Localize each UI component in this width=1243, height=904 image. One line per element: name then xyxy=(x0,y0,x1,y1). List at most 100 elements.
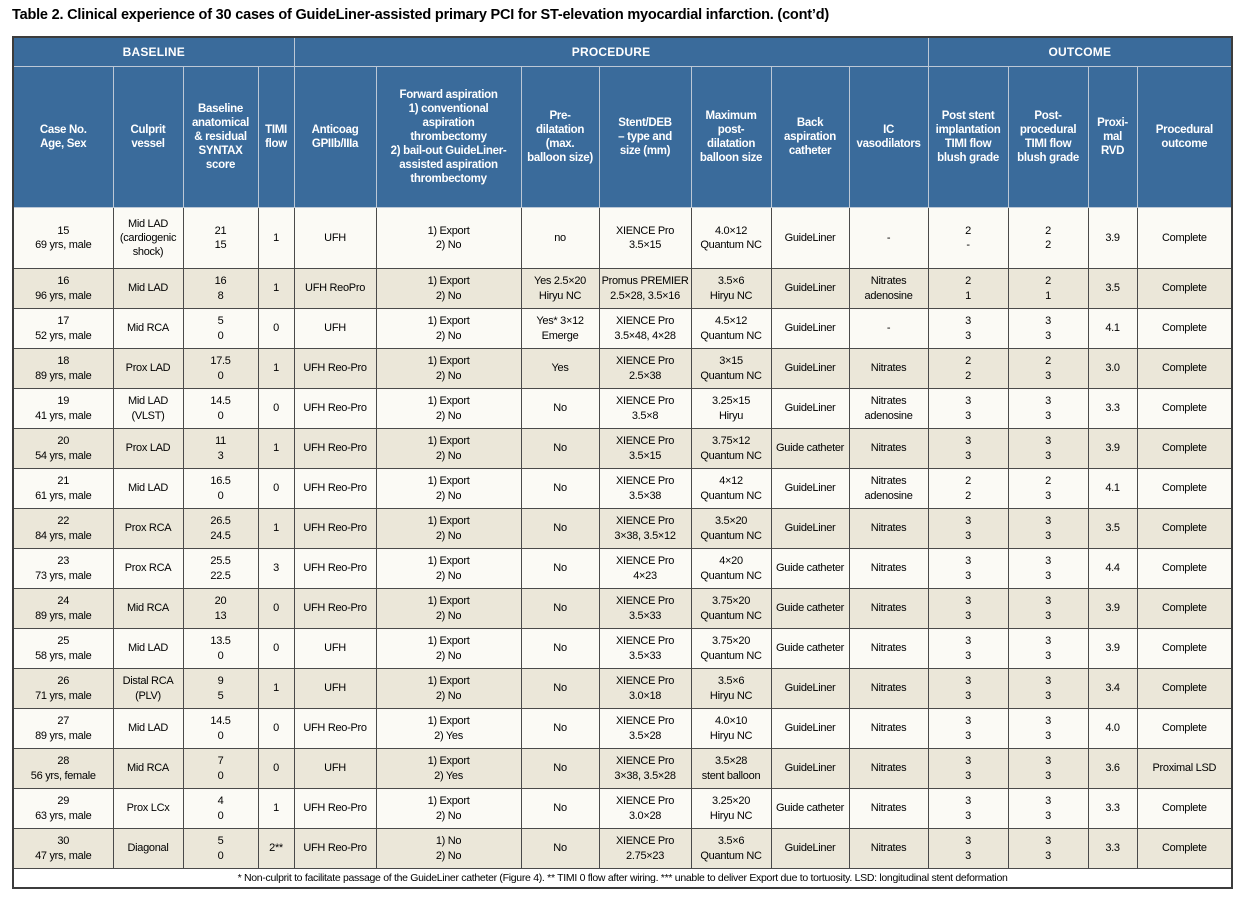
cell-r0-c6: no xyxy=(520,207,600,269)
cell-r1-c9: GuideLiner xyxy=(770,268,850,309)
cell-r5-c1: Prox LAD xyxy=(112,428,184,469)
cell-r6-c12: 2 3 xyxy=(1007,468,1089,509)
cell-r4-c4: UFH Reo-Pro xyxy=(293,388,377,429)
table-row: 21 61 yrs, male Mid LAD 16.5 0 0 UFH Reo-Pro… xyxy=(12,468,1233,509)
group-header-row: BASELINE PROCEDURE OUTCOME xyxy=(12,36,1233,67)
cell-r7-c0: 22 84 yrs, male xyxy=(12,508,114,549)
cell-r0-c2: 21 15 xyxy=(182,207,259,269)
cell-r14-c5: 1) Export 2) No xyxy=(375,788,522,829)
cell-r4-c3: 0 xyxy=(257,388,295,429)
cell-r2-c2: 5 0 xyxy=(182,308,259,349)
cell-r15-c4: UFH Reo-Pro xyxy=(293,828,377,869)
table-body: 15 69 yrs, male Mid LAD (cardiogenic shoc… xyxy=(12,207,1233,869)
cell-r7-c9: GuideLiner xyxy=(770,508,850,549)
cell-r0-c5: 1) Export 2) No xyxy=(375,207,522,269)
cell-r12-c2: 14.5 0 xyxy=(182,708,259,749)
cell-r14-c9: Guide catheter xyxy=(770,788,850,829)
cell-r1-c7: Promus PREMIER 2.5×28, 3.5×16 xyxy=(598,268,692,309)
cell-r15-c0: 30 47 yrs, male xyxy=(12,828,114,869)
group-header-baseline: BASELINE xyxy=(12,36,295,67)
table-row: 27 89 yrs, male Mid LAD 14.5 0 0 UFH Reo-Pro… xyxy=(12,708,1233,749)
cell-r15-c8: 3.5×6 Quantum NC xyxy=(690,828,772,869)
cell-r9-c6: No xyxy=(520,588,600,629)
column-header-6: Pre- dilatation (max. balloon size) xyxy=(520,66,600,208)
cell-r7-c4: UFH Reo-Pro xyxy=(293,508,377,549)
cell-r8-c0: 23 73 yrs, male xyxy=(12,548,114,589)
cell-r1-c12: 2 1 xyxy=(1007,268,1089,309)
column-header-7: Stent/DEB – type and size (mm) xyxy=(598,66,692,208)
cell-r8-c9: Guide catheter xyxy=(770,548,850,589)
cell-r4-c1: Mid LAD (VLST) xyxy=(112,388,184,429)
table-row: 29 63 yrs, male Prox LCx 4 0 1 UFH Reo-Pro 1)… xyxy=(12,788,1233,829)
cell-r2-c14: Complete xyxy=(1136,308,1233,349)
cell-r15-c1: Diagonal xyxy=(112,828,184,869)
cell-r11-c12: 3 3 xyxy=(1007,668,1089,709)
cell-r13-c10: Nitrates xyxy=(848,748,929,789)
cell-r5-c7: XIENCE Pro 3.5×15 xyxy=(598,428,692,469)
cell-r9-c14: Complete xyxy=(1136,588,1233,629)
table-row: 26 71 yrs, male Distal RCA (PLV) 9 5 1 UFH 1)… xyxy=(12,668,1233,709)
cell-r0-c1: Mid LAD (cardiogenic shock) xyxy=(112,207,184,269)
cell-r7-c6: No xyxy=(520,508,600,549)
cell-r10-c12: 3 3 xyxy=(1007,628,1089,669)
cell-r3-c6: Yes xyxy=(520,348,600,389)
cell-r9-c2: 20 13 xyxy=(182,588,259,629)
cell-r5-c4: UFH Reo-Pro xyxy=(293,428,377,469)
cell-r10-c1: Mid LAD xyxy=(112,628,184,669)
cell-r2-c6: Yes* 3×12 Emerge xyxy=(520,308,600,349)
cell-r5-c2: 11 3 xyxy=(182,428,259,469)
cell-r3-c12: 2 3 xyxy=(1007,348,1089,389)
cell-r14-c7: XIENCE Pro 3.0×28 xyxy=(598,788,692,829)
cell-r14-c3: 1 xyxy=(257,788,295,829)
cell-r6-c14: Complete xyxy=(1136,468,1233,509)
cell-r2-c0: 17 52 yrs, male xyxy=(12,308,114,349)
cell-r2-c11: 3 3 xyxy=(927,308,1009,349)
cell-r8-c12: 3 3 xyxy=(1007,548,1089,589)
cell-r5-c8: 3.75×12 Quantum NC xyxy=(690,428,772,469)
cell-r6-c1: Mid LAD xyxy=(112,468,184,509)
table-title: Table 2. Clinical experience of 30 cases… xyxy=(12,7,829,23)
cell-r4-c12: 3 3 xyxy=(1007,388,1089,429)
cell-r3-c9: GuideLiner xyxy=(770,348,850,389)
cell-r13-c8: 3.5×28 stent balloon xyxy=(690,748,772,789)
cell-r3-c1: Prox LAD xyxy=(112,348,184,389)
cell-r3-c5: 1) Export 2) No xyxy=(375,348,522,389)
cell-r7-c14: Complete xyxy=(1136,508,1233,549)
cell-r4-c13: 3.3 xyxy=(1087,388,1138,429)
cell-r9-c4: UFH Reo-Pro xyxy=(293,588,377,629)
cell-r10-c4: UFH xyxy=(293,628,377,669)
cell-r12-c11: 3 3 xyxy=(927,708,1009,749)
cell-r7-c8: 3.5×20 Quantum NC xyxy=(690,508,772,549)
cell-r9-c0: 24 89 yrs, male xyxy=(12,588,114,629)
cell-r8-c8: 4×20 Quantum NC xyxy=(690,548,772,589)
cell-r1-c8: 3.5×6 Hiryu NC xyxy=(690,268,772,309)
cell-r5-c13: 3.9 xyxy=(1087,428,1138,469)
cell-r5-c10: Nitrates xyxy=(848,428,929,469)
cell-r11-c10: Nitrates xyxy=(848,668,929,709)
table-footer: * Non-culprit to facilitate passage of t… xyxy=(12,868,1233,889)
column-header-2: Baseline anatomical & residual SYNTAX sc… xyxy=(182,66,259,208)
cell-r1-c4: UFH ReoPro xyxy=(293,268,377,309)
cell-r10-c9: Guide catheter xyxy=(770,628,850,669)
cell-r3-c7: XIENCE Pro 2.5×38 xyxy=(598,348,692,389)
cell-r14-c10: Nitrates xyxy=(848,788,929,829)
cell-r11-c5: 1) Export 2) No xyxy=(375,668,522,709)
cell-r9-c7: XIENCE Pro 3.5×33 xyxy=(598,588,692,629)
cell-r1-c11: 2 1 xyxy=(927,268,1009,309)
cell-r12-c6: No xyxy=(520,708,600,749)
cell-r7-c2: 26.5 24.5 xyxy=(182,508,259,549)
cell-r0-c7: XIENCE Pro 3.5×15 xyxy=(598,207,692,269)
column-header-12: Post- procedural TIMI flow blush grade xyxy=(1007,66,1089,208)
cell-r10-c10: Nitrates xyxy=(848,628,929,669)
cell-r9-c13: 3.9 xyxy=(1087,588,1138,629)
cell-r9-c3: 0 xyxy=(257,588,295,629)
cell-r6-c6: No xyxy=(520,468,600,509)
cell-r1-c14: Complete xyxy=(1136,268,1233,309)
cell-r13-c4: UFH xyxy=(293,748,377,789)
cell-r7-c13: 3.5 xyxy=(1087,508,1138,549)
column-header-13: Proxi- mal RVD xyxy=(1087,66,1138,208)
cell-r2-c3: 0 xyxy=(257,308,295,349)
cell-r1-c6: Yes 2.5×20 Hiryu NC xyxy=(520,268,600,309)
cell-r6-c10: Nitrates adenosine xyxy=(848,468,929,509)
cell-r0-c12: 2 2 xyxy=(1007,207,1089,269)
